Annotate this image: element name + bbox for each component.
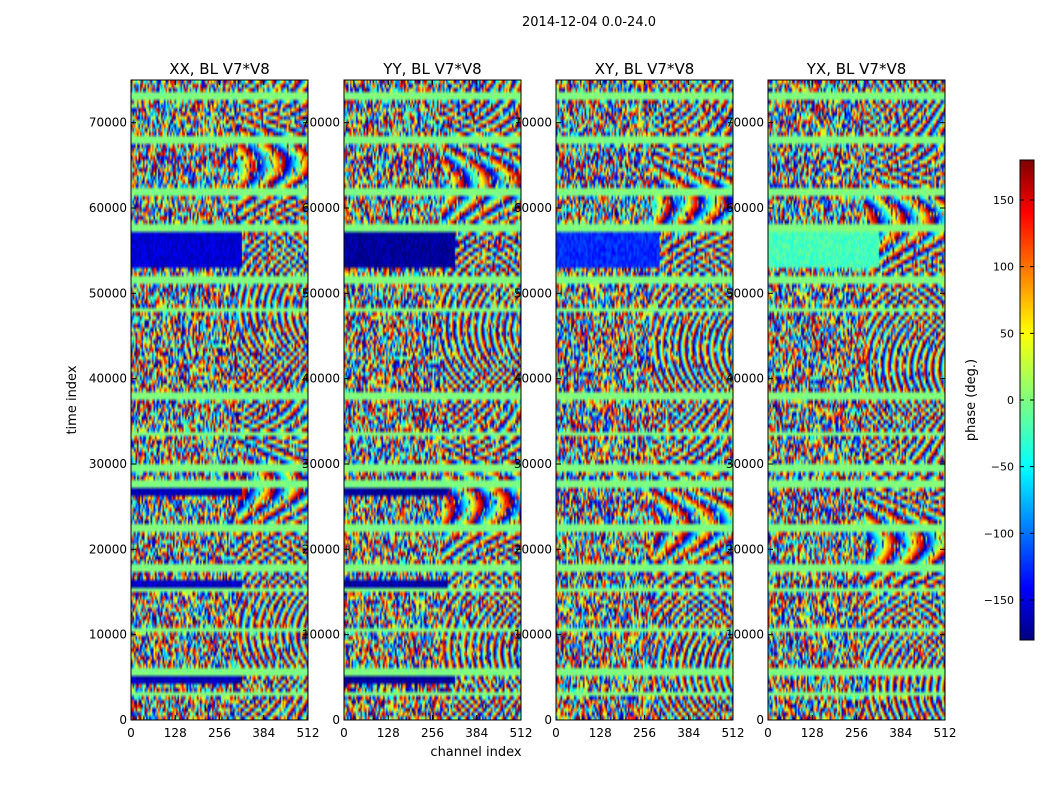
y-tick-label: 60000: [302, 201, 340, 215]
x-tick-label: 384: [889, 726, 912, 740]
y-tick-label: 0: [332, 713, 340, 727]
panel-4: YX, BL V7*V8 0 128 256 384 512 0 10000 20000 3000…: [726, 60, 957, 740]
colorbar-tick-label: 0: [1007, 394, 1014, 407]
y-tick-label: 60000: [726, 201, 764, 215]
y-tick-label: 10000: [514, 628, 552, 642]
x-tick-label: 384: [465, 726, 488, 740]
panel-1: XX, BL V7*V8 0 128 256 384 512 0 10000 20000 3000…: [89, 60, 320, 740]
y-tick-label: 10000: [726, 628, 764, 642]
y-tick-label: 30000: [726, 457, 764, 471]
y-tick-label: 50000: [89, 286, 127, 300]
panel-heatmap-image: [344, 80, 521, 720]
y-tick-label: 30000: [89, 457, 127, 471]
x-tick-label: 128: [801, 726, 824, 740]
panel-heatmap-image: [768, 80, 945, 720]
y-tick-label: 50000: [302, 286, 340, 300]
colorbar-label: phase (deg.): [964, 359, 979, 441]
y-tick-label: 70000: [726, 116, 764, 130]
y-tick-label: 40000: [302, 372, 340, 386]
panels-group: XX, BL V7*V8 0 128 256 384 512 0 10000 20000 3000…: [89, 60, 957, 740]
panel-title: XY, BL V7*V8: [595, 60, 695, 78]
panel-2: YY, BL V7*V8 0 128 256 384 512 0 10000 20000 3000…: [302, 60, 533, 740]
y-tick-label: 40000: [726, 372, 764, 386]
x-tick-label: 256: [421, 726, 444, 740]
x-tick-label: 0: [764, 726, 772, 740]
colorbar-tick-label: 100: [993, 261, 1014, 274]
y-tick-label: 50000: [726, 286, 764, 300]
x-axis-label: channel index: [430, 745, 521, 760]
x-tick-label: 0: [340, 726, 348, 740]
panel-heatmap-image: [556, 80, 733, 720]
y-tick-label: 60000: [89, 201, 127, 215]
x-tick-label: 256: [845, 726, 868, 740]
y-tick-label: 50000: [514, 286, 552, 300]
y-tick-label: 0: [544, 713, 552, 727]
x-tick-label: 256: [208, 726, 231, 740]
x-tick-label: 256: [633, 726, 656, 740]
y-tick-label: 30000: [302, 457, 340, 471]
y-tick-label: 70000: [302, 116, 340, 130]
x-tick-label: 512: [934, 726, 957, 740]
x-tick-label: 512: [297, 726, 320, 740]
colorbar-tick-label: −100: [984, 527, 1014, 540]
y-tick-label: 40000: [89, 372, 127, 386]
y-tick-label: 40000: [514, 372, 552, 386]
y-tick-label: 20000: [514, 542, 552, 556]
colorbar-tick-label: −50: [991, 461, 1014, 474]
panel-title: YY, BL V7*V8: [382, 60, 481, 78]
x-tick-label: 512: [722, 726, 745, 740]
y-tick-label: 20000: [726, 542, 764, 556]
figure-suptitle: 2014-12-04 0.0-24.0: [522, 15, 656, 30]
colorbar-tick-label: 50: [1000, 327, 1014, 340]
x-tick-label: 0: [127, 726, 135, 740]
x-tick-label: 384: [677, 726, 700, 740]
x-tick-label: 0: [552, 726, 560, 740]
x-tick-label: 128: [589, 726, 612, 740]
y-axis-label: time index: [65, 365, 80, 434]
x-tick-label: 128: [377, 726, 400, 740]
y-tick-label: 20000: [302, 542, 340, 556]
y-tick-label: 10000: [89, 628, 127, 642]
x-tick-label: 128: [164, 726, 187, 740]
panel-heatmap-image: [131, 80, 308, 720]
y-tick-label: 0: [756, 713, 764, 727]
y-tick-label: 70000: [89, 116, 127, 130]
y-tick-label: 10000: [302, 628, 340, 642]
y-tick-label: 30000: [514, 457, 552, 471]
x-tick-label: 512: [510, 726, 533, 740]
panel-3: XY, BL V7*V8 0 128 256 384 512 0 10000 20000 3000…: [514, 60, 745, 740]
panel-title: YX, BL V7*V8: [806, 60, 907, 78]
y-tick-label: 60000: [514, 201, 552, 215]
y-tick-label: 0: [119, 713, 127, 727]
y-tick-label: 20000: [89, 542, 127, 556]
colorbar-tick-label: 150: [993, 194, 1014, 207]
x-tick-label: 384: [252, 726, 275, 740]
colorbar: phase (deg.) 150 100 50 0 −50 −100 −150: [964, 159, 1035, 641]
panel-title: XX, BL V7*V8: [169, 60, 270, 78]
y-tick-label: 70000: [514, 116, 552, 130]
colorbar-tick-label: −150: [984, 594, 1014, 607]
